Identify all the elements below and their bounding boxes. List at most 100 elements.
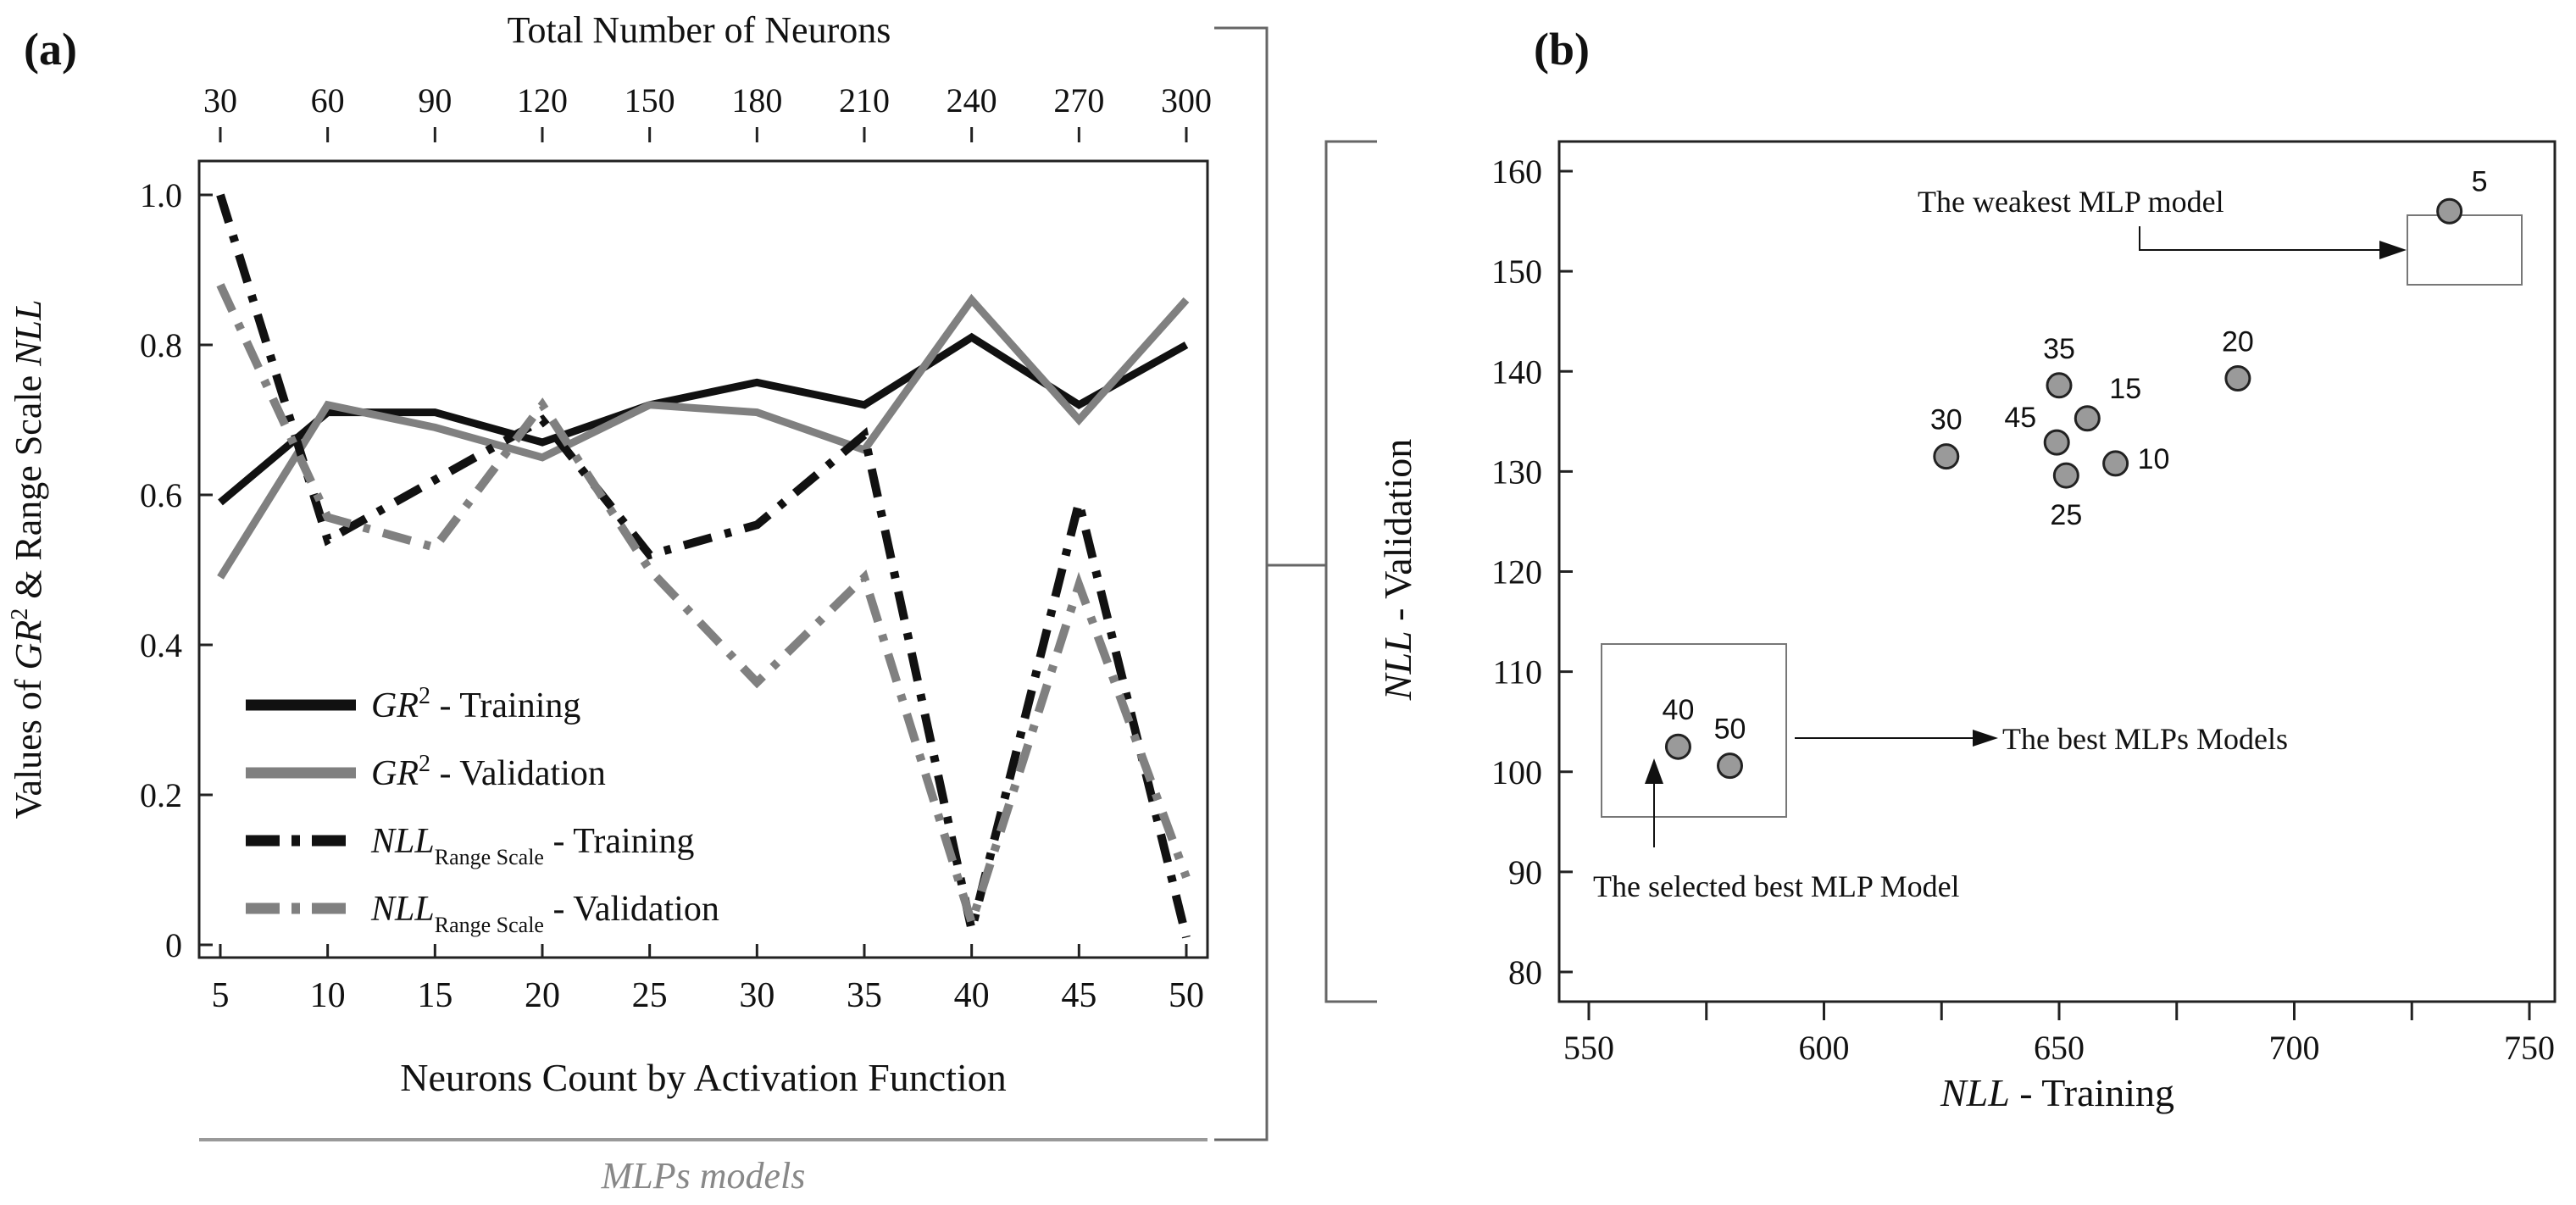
best-models-box bbox=[1601, 643, 1787, 818]
panel-a: (a) Total Number of Neurons 30 60 90 120 150… bbox=[7, 9, 1212, 1197]
y-tick-label: 0.6 bbox=[140, 476, 182, 514]
y-axis-b-label: NLL - Validation bbox=[1376, 439, 1419, 701]
point-label-5: 5 bbox=[2472, 165, 2488, 197]
best-arrow-head bbox=[1973, 730, 1998, 747]
x-tick-label: 550 bbox=[1563, 1029, 1614, 1067]
y-tick-label: 0.4 bbox=[140, 626, 182, 664]
x-tick-label: 750 bbox=[2504, 1029, 2555, 1067]
panel-a-label: (a) bbox=[24, 24, 77, 75]
y-tick-label: 160 bbox=[1491, 153, 1542, 191]
y-tick-label: 90 bbox=[1508, 853, 1542, 891]
top-tick-label: 270 bbox=[1053, 81, 1104, 119]
y-tick-label: 80 bbox=[1508, 953, 1542, 991]
x-tick-label: 600 bbox=[1799, 1029, 1850, 1067]
x-tick-label: 700 bbox=[2269, 1029, 2320, 1067]
weakest-model-text: The weakest MLP model bbox=[1918, 185, 2224, 219]
top-axis: 30 60 90 120 150 180 210 240 270 300 bbox=[203, 81, 1212, 142]
point-label-10: 10 bbox=[2138, 443, 2170, 475]
scatter-point-50 bbox=[1717, 752, 1743, 780]
x-tick-label: 20 bbox=[525, 976, 560, 1015]
bracket-connector bbox=[1214, 26, 1377, 1141]
y-tick-label: 0.8 bbox=[140, 326, 182, 364]
weakest-model-box bbox=[2407, 214, 2523, 286]
weakest-arrow-line bbox=[2139, 226, 2381, 251]
bracket-right-of-a bbox=[1214, 26, 1269, 1141]
x-axis-a-label: Neurons Count by Activation Function bbox=[400, 1056, 1007, 1099]
point-label-20: 20 bbox=[2222, 326, 2254, 358]
y-tick-label: 130 bbox=[1491, 453, 1542, 491]
legend-item-nll-validation: NLLRange Scale - Validation bbox=[246, 890, 719, 937]
x-axis-b: 550 600 650 700 750 bbox=[1563, 1002, 2555, 1067]
x-tick-label: 30 bbox=[739, 976, 774, 1015]
point-label-35: 35 bbox=[2043, 333, 2075, 365]
scatter-point-30 bbox=[1933, 443, 1960, 470]
x-tick-label: 10 bbox=[310, 976, 346, 1015]
scatter-point-45 bbox=[2043, 429, 2070, 456]
legend-label-gr2-validation: GR2 - Validation bbox=[371, 751, 606, 793]
series-line-nll_train bbox=[216, 193, 1191, 939]
top-tick-label: 150 bbox=[625, 81, 675, 119]
scatter-point-40 bbox=[1664, 733, 1691, 760]
y-tick-label: 140 bbox=[1491, 353, 1542, 391]
selected-arrow-head bbox=[1645, 758, 1663, 784]
x-tick-label: 25 bbox=[632, 976, 668, 1015]
y-axis-a: 0 0.2 0.4 0.6 0.8 1.0 bbox=[140, 176, 213, 964]
top-tick-label: 240 bbox=[947, 81, 997, 119]
panel-b-label: (b) bbox=[1534, 24, 1590, 75]
top-axis-label: Total Number of Neurons bbox=[508, 9, 891, 51]
weakest-arrow-head bbox=[2379, 241, 2407, 259]
scatter-point-25 bbox=[2052, 462, 2079, 489]
x-tick-label: 40 bbox=[954, 976, 990, 1015]
scatter-point-15 bbox=[2074, 405, 2101, 432]
legend-item-gr2-validation: GR2 - Validation bbox=[246, 751, 606, 793]
point-label-50: 50 bbox=[1714, 714, 1746, 746]
y-tick-label: 0.2 bbox=[140, 776, 182, 814]
top-tick-label: 30 bbox=[203, 81, 237, 119]
y-tick-label: 0 bbox=[165, 926, 182, 964]
bracket-left-of-b bbox=[1324, 140, 1377, 1003]
scatter-point-10 bbox=[2102, 450, 2129, 477]
point-label-15: 15 bbox=[2109, 373, 2141, 405]
scatter-point-5 bbox=[2436, 197, 2463, 225]
x-axis-a: 5 10 15 20 25 30 35 40 45 50 bbox=[212, 944, 1204, 1015]
point-label-25: 25 bbox=[2050, 499, 2082, 531]
legend-a: GR2 - Training GR2 - Validation NLLRange… bbox=[246, 683, 719, 937]
series-line-gr2_train bbox=[218, 332, 1189, 506]
y-tick-label: 120 bbox=[1491, 553, 1542, 591]
y-tick-label: 150 bbox=[1491, 253, 1542, 291]
x-tick-label: 50 bbox=[1169, 976, 1204, 1015]
y-tick-label: 1.0 bbox=[140, 176, 182, 214]
top-tick-label: 300 bbox=[1161, 81, 1212, 119]
x-tick-label: 35 bbox=[847, 976, 882, 1015]
series-lines-a bbox=[216, 193, 1191, 939]
y-tick-label: 110 bbox=[1492, 653, 1542, 691]
x-axis-b-label: NLL - Training bbox=[1940, 1071, 2174, 1114]
y-axis-a-label: Values of GR2 & Range Scale NLL bbox=[7, 300, 49, 819]
caption-mlps-models: MLPs models bbox=[601, 1155, 806, 1197]
scatter-point-35 bbox=[2046, 372, 2073, 399]
point-label-30: 30 bbox=[1930, 404, 1963, 436]
top-tick-label: 60 bbox=[311, 81, 345, 119]
legend-item-gr2-training: GR2 - Training bbox=[246, 683, 580, 725]
point-label-45: 45 bbox=[2004, 402, 2036, 434]
x-tick-label: 5 bbox=[212, 976, 230, 1015]
scatter-points-b: 5 20 35 15 30 45 10 25 40 50 bbox=[1663, 165, 2488, 780]
top-tick-label: 210 bbox=[839, 81, 890, 119]
legend-label-nll-validation: NLLRange Scale - Validation bbox=[370, 890, 719, 937]
series-line-gr2_val bbox=[217, 293, 1190, 580]
x-tick-label: 45 bbox=[1061, 976, 1096, 1015]
legend-item-nll-training: NLLRange Scale - Training bbox=[246, 822, 694, 869]
point-label-40: 40 bbox=[1663, 694, 1695, 726]
top-tick-label: 120 bbox=[517, 81, 568, 119]
x-tick-label: 15 bbox=[417, 976, 452, 1015]
top-tick-label: 90 bbox=[418, 81, 452, 119]
best-models-text: The best MLPs Models bbox=[2002, 722, 2288, 756]
scatter-point-20 bbox=[2224, 365, 2251, 392]
top-tick-label: 180 bbox=[731, 81, 782, 119]
plot-a-frame bbox=[197, 159, 1209, 959]
x-tick-label: 650 bbox=[2034, 1029, 2085, 1067]
series-line-nll_val bbox=[216, 283, 1191, 937]
annotations-b: The weakest MLP model The best MLPs Mode… bbox=[1593, 185, 2523, 903]
